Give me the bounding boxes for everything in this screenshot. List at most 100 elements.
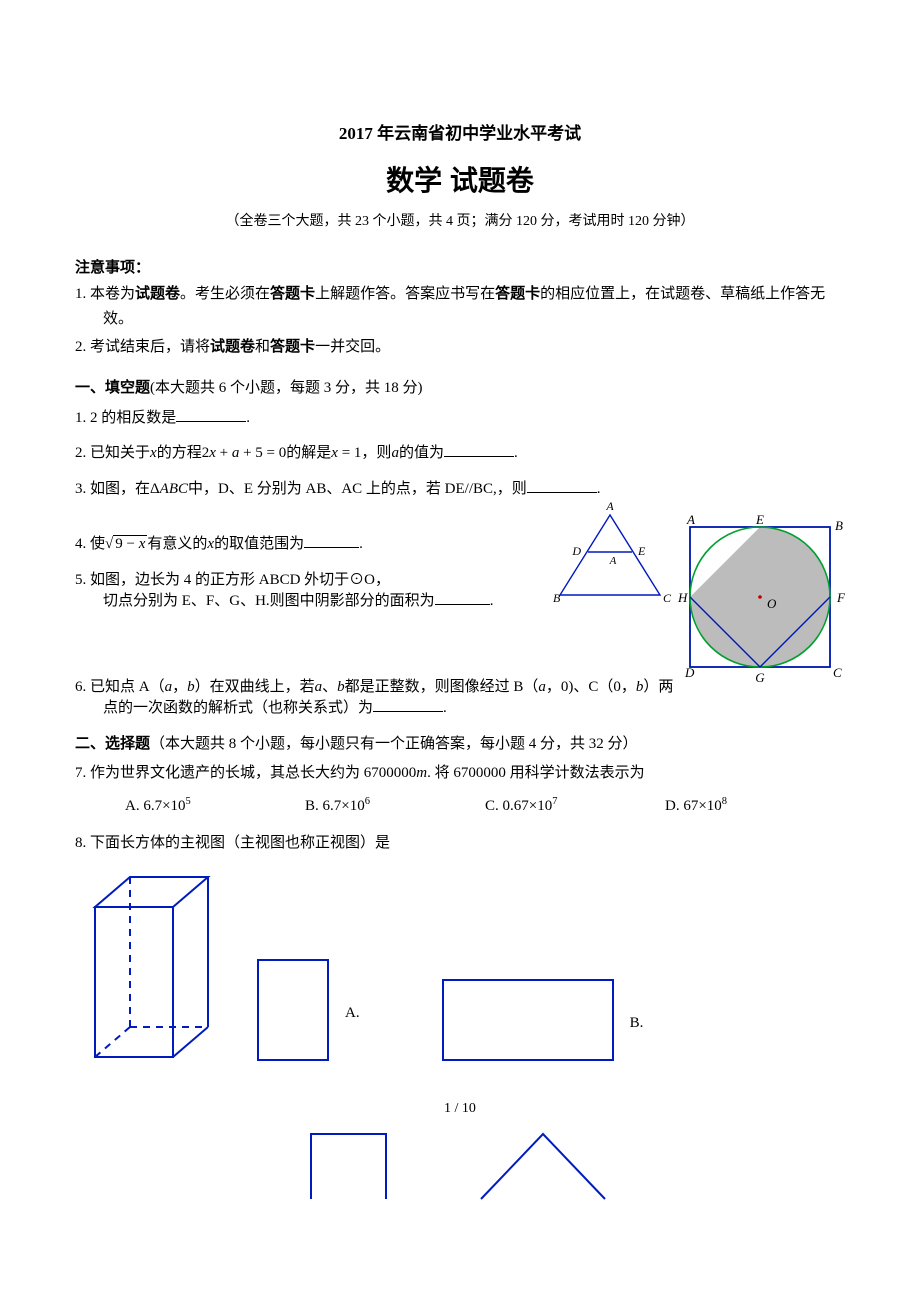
- text: 切点分别为 E、F、G、H.则图中阴影部分的面积为: [103, 593, 435, 609]
- svg-text:D: D: [684, 665, 695, 680]
- option-a-fig: A.: [255, 957, 360, 1067]
- text: 一并交回。: [315, 339, 390, 355]
- text: 3. 如图，在: [75, 481, 150, 497]
- svg-text:B: B: [835, 518, 843, 533]
- svg-text:B: B: [553, 591, 561, 605]
- text: 和: [255, 339, 270, 355]
- text: B. 6.7×10: [305, 798, 365, 814]
- var: a: [391, 445, 399, 461]
- section-2-header: 二、选择题（本大题共 8 个小题，每小题只有一个正确答案，每小题 4 分，共 3…: [75, 732, 845, 758]
- text: 试题卷: [135, 286, 180, 302]
- option-d: D. 67×108: [665, 793, 845, 820]
- cuboid-figure: [85, 867, 215, 1067]
- text: 的取值范围为: [214, 536, 304, 552]
- notice-item-1: 1. 本卷为试题卷。考生必须在答题卡上解题作答。答案应书写在答题卡的相应位置上，…: [75, 282, 845, 333]
- text: .: [359, 536, 363, 552]
- text: 8. 下面长方体的主视图（主视图也称正视图）是: [75, 835, 390, 851]
- question-8-figures: A. B.: [75, 867, 845, 1067]
- sqrt: √9 − x: [105, 535, 147, 552]
- section-1-header: 一、填空题(本大题共 6 个小题，每题 3 分，共 18 分): [75, 376, 845, 402]
- blank: [435, 590, 490, 605]
- question-8: 8. 下面长方体的主视图（主视图也称正视图）是: [75, 831, 845, 857]
- svg-text:A: A: [686, 512, 695, 527]
- figures-q3-q5: A D A E B C A B C D: [545, 492, 845, 732]
- text: 5. 如图，边长为 4 的正方形 ABCD 外切于⊙O，: [75, 572, 390, 588]
- svg-text:O: O: [767, 596, 777, 611]
- blank: [176, 407, 246, 422]
- question-2: 2. 已知关于x的方程2x + a + 5 = 0的解是x = 1，则a的值为.: [75, 441, 845, 467]
- text: ，: [172, 679, 187, 695]
- svg-text:G: G: [755, 670, 765, 685]
- text: .: [443, 700, 447, 716]
- exp: 5: [186, 796, 191, 807]
- svg-text:A: A: [605, 499, 614, 513]
- svg-text:C: C: [833, 665, 842, 680]
- text: 2. 考试结束后，请将: [75, 339, 210, 355]
- eq: x = 1: [331, 445, 361, 461]
- svg-text:A: A: [609, 555, 617, 567]
- section-title: 二、选择题: [75, 736, 150, 752]
- blank: [444, 442, 514, 457]
- exam-title-subject: 数学 试题卷: [75, 157, 845, 205]
- text: 中，D、E 分别为 AB、AC 上的点，若 DE//BC,，则: [188, 481, 527, 497]
- section-desc: (本大题共 6 个小题，每题 3 分，共 18 分): [150, 380, 423, 396]
- option-label: A.: [345, 1001, 360, 1067]
- text: ，则: [361, 445, 391, 461]
- question-7: 7. 作为世界文化遗产的长城，其总长大约为 6700000m. 将 670000…: [75, 761, 845, 787]
- text: 2. 已知关于: [75, 445, 150, 461]
- svg-text:E: E: [755, 512, 764, 527]
- exp: 7: [552, 796, 557, 807]
- notice-item-2: 2. 考试结束后，请将试题卷和答题卡一并交回。: [75, 335, 845, 361]
- section-title: 一、填空题: [75, 380, 150, 396]
- text: C. 0.67×10: [485, 798, 552, 814]
- var: a: [315, 679, 323, 695]
- text: A. 6.7×10: [125, 798, 186, 814]
- text: 点的一次函数的解析式（也称关系式）为: [103, 700, 373, 716]
- svg-text:F: F: [836, 590, 845, 605]
- partial-figures-bottom: [75, 1131, 845, 1201]
- blank: [373, 697, 443, 712]
- option-b-fig: B.: [440, 977, 644, 1067]
- text: 试题卷: [210, 339, 255, 355]
- notice-header: 注意事项：: [75, 256, 845, 282]
- svg-text:H: H: [677, 590, 688, 605]
- text: 的值为: [399, 445, 444, 461]
- rect-b: [440, 977, 620, 1067]
- exp: 6: [365, 796, 370, 807]
- var: b: [337, 679, 345, 695]
- text: 答题卡: [270, 339, 315, 355]
- question-7-options: A. 6.7×105 B. 6.7×106 C. 0.67×107 D. 67×…: [75, 793, 845, 820]
- text: .: [246, 410, 250, 426]
- text: 4. 使: [75, 536, 105, 552]
- text: D. 67×10: [665, 798, 722, 814]
- var: b: [187, 679, 195, 695]
- rect-a: [255, 957, 335, 1067]
- option-label: B.: [630, 1011, 644, 1067]
- question-1: 1. 2 的相反数是.: [75, 406, 845, 432]
- text: 1. 本卷为: [75, 286, 135, 302]
- svg-text:C: C: [663, 591, 672, 605]
- exam-title-year: 2017 年云南省初中学业水平考试: [75, 120, 845, 149]
- svg-text:D: D: [571, 544, 581, 558]
- text: 、: [322, 679, 337, 695]
- var: a: [165, 679, 173, 695]
- blank: [527, 478, 597, 493]
- option-a: A. 6.7×105: [125, 793, 305, 820]
- q-text: 1. 2 的相反数是: [75, 410, 176, 426]
- partial-rect: [308, 1131, 393, 1201]
- section-desc: （本大题共 8 个小题，每小题只有一个正确答案，每小题 4 分，共 32 分）: [150, 736, 638, 752]
- text: 的方程: [157, 445, 202, 461]
- text: 都是正整数，则图像经过 B（: [345, 679, 539, 695]
- text: 。考生必须在: [180, 286, 270, 302]
- text: 6. 已知点 A（: [75, 679, 165, 695]
- figure-row: A D A E B C A B C D: [75, 532, 845, 615]
- text: .: [490, 593, 494, 609]
- unit: m: [416, 765, 427, 781]
- text: 有意义的: [147, 536, 207, 552]
- exp: 8: [722, 796, 727, 807]
- text: . 将 6700000 用科学计数法表示为: [427, 765, 645, 781]
- text: .: [514, 445, 518, 461]
- var: x: [150, 445, 157, 461]
- option-b: B. 6.7×106: [305, 793, 485, 820]
- page-number: 1 / 10: [75, 1097, 845, 1121]
